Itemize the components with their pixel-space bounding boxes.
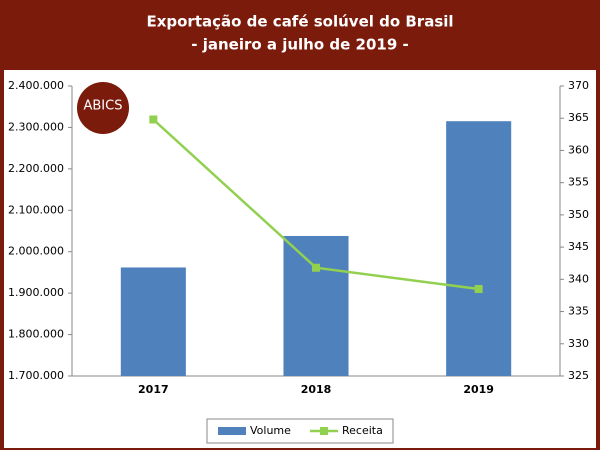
x-tick-label: 2017 (138, 383, 169, 396)
logo: ABICS (84, 99, 123, 114)
y2-tick-label: 340 (568, 272, 589, 285)
y-tick-label: 1.900.000 (8, 286, 64, 299)
y-tick-label: 2.100.000 (8, 203, 64, 216)
bar (446, 121, 512, 376)
y-tick-label: 1.700.000 (8, 369, 64, 382)
y2-tick-label: 345 (568, 240, 589, 253)
y2-tick-label: 350 (568, 208, 589, 221)
marker (312, 263, 320, 272)
y2-tick-label: 325 (568, 369, 589, 382)
legend-box (206, 418, 394, 444)
y-tick-label: 2.400.000 (8, 79, 64, 92)
y2-tick-label: 365 (568, 111, 589, 124)
legend-marker (320, 427, 328, 435)
x-tick-label: 2018 (301, 383, 332, 396)
bar (283, 235, 349, 376)
legend-label: Volume (250, 424, 291, 437)
y-tick-label: 2.200.000 (8, 162, 64, 175)
marker (149, 115, 158, 124)
legend-swatch (218, 427, 246, 435)
y2-tick-label: 370 (568, 79, 589, 92)
bar (120, 267, 186, 376)
y-tick-label: 2.300.000 (8, 120, 64, 133)
y2-tick-label: 330 (568, 337, 589, 350)
y-tick-label: 2.000.000 (8, 245, 64, 258)
y-tick-label: 1.800.000 (8, 328, 64, 341)
chart-subtitle: - janeiro a julho de 2019 - (191, 36, 408, 54)
y2-tick-label: 355 (568, 176, 589, 189)
marker (474, 285, 483, 293)
y2-tick-label: 335 (568, 305, 589, 318)
legend-label: Receita (342, 424, 383, 437)
y2-tick-label: 360 (568, 143, 589, 156)
chart-title: Exportação de café solúvel do Brasil (146, 13, 453, 31)
x-tick-label: 2019 (463, 383, 494, 396)
logo-circle (77, 82, 129, 134)
